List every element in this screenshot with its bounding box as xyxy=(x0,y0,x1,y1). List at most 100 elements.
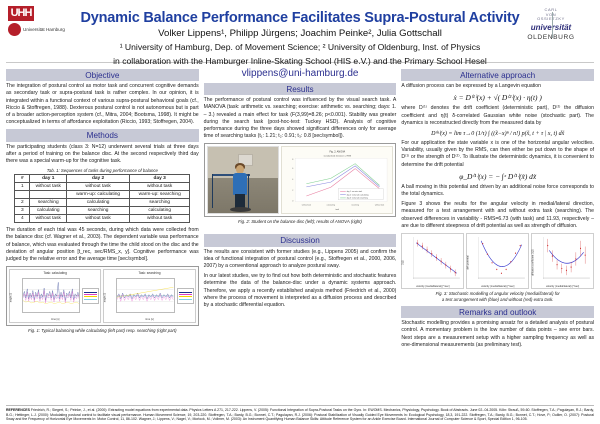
svg-text:day 1: no extra task: day 1: no extra task xyxy=(346,190,361,193)
table-cell: calculating xyxy=(66,198,131,208)
figure-1-left-xlabel: time [s] xyxy=(50,318,60,322)
table1-caption: Tab. 1: Sequences of tasks during perfor… xyxy=(46,168,158,174)
figure-1-right-ylabel: angle [°] xyxy=(103,292,107,303)
methods-text-2: The duration of each trial was 45 second… xyxy=(6,227,199,263)
poster-columns: Objective The integration of postural co… xyxy=(6,63,595,352)
oldenburg-logo: CARL VON OSSIETZKY universität OLDENBURG xyxy=(509,7,593,48)
oldenburg-logo-line2: VON xyxy=(545,11,557,17)
uhh-logo: UHH Universität Hamburg xyxy=(8,6,65,46)
page-title: Dynamic Balance Performance Facilitates … xyxy=(80,10,520,26)
table-cell: without task xyxy=(29,214,68,224)
alternative-text-3: A ball moving in this potential and driv… xyxy=(401,183,595,198)
svg-text:day 3: extra task searching: day 3: extra task searching xyxy=(346,197,367,200)
table-cell: without task xyxy=(66,182,131,192)
table-cell: without task xyxy=(129,182,191,192)
svg-text:searching: searching xyxy=(351,205,359,207)
table-cell xyxy=(14,190,31,200)
table-cell: calculating xyxy=(29,206,68,216)
table-cell: without task xyxy=(66,214,131,224)
figure-2-chart: Fig. 2: ANOVA standardized deviation x, … xyxy=(280,146,394,215)
figure-3-plot-3-ylabel: diffusion coefficient D(2) xyxy=(531,249,535,276)
table-col-header: day 2 xyxy=(66,174,131,184)
section-heading-discussion: Discussion xyxy=(203,234,397,247)
table-cell: searching xyxy=(66,206,131,216)
logo-divider xyxy=(552,12,553,38)
figure-3-plot-3-xlabel: velocity (medial/lateral) [°/sec] xyxy=(545,284,580,288)
table-col-header: day 1 xyxy=(29,174,68,184)
figure-2-photo xyxy=(206,146,279,215)
figure-3: D(1) xyxy=(401,233,595,290)
figure-2: Fig. 2: ANOVA standardized deviation x, … xyxy=(203,143,397,218)
references-block: REFERENCES Friedrich, R.; Siegert, S.; P… xyxy=(6,405,594,422)
uhh-logo-mark: UHH xyxy=(8,6,34,21)
svg-text:calculating: calculating xyxy=(326,204,334,207)
figure-1-caption: Fig. 1: Typical balancing while calculat… xyxy=(28,328,177,334)
figure-3-caption-line-2: a test arrangement with (blue) and witho… xyxy=(441,297,554,303)
table-cell: 2 xyxy=(14,198,31,208)
contact-email[interactable]: vlippens@uni-hamburg.de xyxy=(241,68,359,79)
column-right: Alternative approach A diffusion process… xyxy=(401,66,595,352)
table-cell: without task xyxy=(129,214,191,224)
uhh-seal-icon xyxy=(8,23,21,36)
table-row: warm-up: calculating warm-up: searching xyxy=(14,190,191,200)
equation-kramers-moyal: D⁽ⁿ⁾(x) = lim τ→0 (1/τ) ∫ ((x̃−x)ⁿ / n!)… xyxy=(431,131,565,137)
section-heading-objective: Objective xyxy=(6,69,199,82)
table-header-row: # day 1 day 2 day 3 xyxy=(14,174,191,184)
figure-1-right-xlabel: time [s] xyxy=(145,318,154,322)
figure-1-right-plot: Task: searching angle [°] xyxy=(103,269,196,324)
results-text: The performance of postural control was … xyxy=(203,97,397,140)
oldenburg-logo-line3: OSSIETZKY xyxy=(537,16,565,22)
equation-drift-potential: φ_D⁽¹⁾(x) = − ∫ˣ D⁽¹⁾(x̃) dx̃ xyxy=(459,171,537,181)
svg-text:day 2: extra task calculating: day 2: extra task calculating xyxy=(346,194,368,197)
equation-langevin: ẋ = D⁽¹⁾(x) + √( D⁽²⁾(x) · η(t) ) xyxy=(453,93,542,103)
figure-1-right-plotarea xyxy=(116,278,175,314)
oldenburg-logo-line1: CARL xyxy=(544,7,558,12)
oldenburg-logo-main: universität OLDENBURG xyxy=(527,22,575,41)
table-cell: calculating xyxy=(129,206,191,216)
poster-header: UHH Universität Hamburg CARL VON OSSIETZ… xyxy=(6,4,594,66)
remarks-text: Stochastic modelling provides a promisin… xyxy=(401,320,595,348)
table-cell: searching xyxy=(29,198,68,208)
affiliation-line-2: in collaboration with the Hamburger Inli… xyxy=(113,56,487,66)
figure-3-caption-line-1: Fig. 3: Stochastic modelling of angular … xyxy=(435,291,560,297)
figure-3-plot-2-xlabel: velocity (medial/lateral) [°/sec] xyxy=(481,284,515,288)
table-cell: 3 xyxy=(14,206,31,216)
column-left: Objective The integration of postural co… xyxy=(6,66,199,352)
alternative-intro: A diffusion process can be expressed by … xyxy=(401,83,541,90)
figure-1: Task: calculating angle [°] xyxy=(6,266,199,327)
figure-1-left-legend xyxy=(82,288,100,305)
svg-text:Fig. 2: ANOVA: Fig. 2: ANOVA xyxy=(329,151,345,154)
discussion-text-2: In our latest studies, we try to find ou… xyxy=(203,273,397,309)
methods-text: The participating students (class 3: N=1… xyxy=(6,143,199,164)
figure-1-left-title: Task: calculating xyxy=(43,271,67,276)
alternative-text-2: For our application the state variable x… xyxy=(401,140,595,168)
discussion-text: The results are consistent with former s… xyxy=(203,248,397,269)
table-col-header: # xyxy=(14,174,31,184)
svg-text:4: 4 xyxy=(292,179,293,181)
author-list: Volker Lippens¹, Philipp Jürgens; Joachi… xyxy=(158,28,442,39)
table-sequences: # day 1 day 2 day 3 1 without task witho… xyxy=(14,174,191,224)
figure-1-left-plotarea xyxy=(22,278,81,314)
table-cell xyxy=(29,190,68,200)
figure-3-plot-1-ylabel: D(1) xyxy=(401,260,405,265)
figure-1-right-title: Task: searching xyxy=(138,271,161,276)
figure-3-plot-1-xlabel: velocity (medial/lateral) [°/sec] xyxy=(416,284,450,288)
references-label: REFERENCES xyxy=(6,408,30,413)
figure-3-plot-2-ylabel: drift potential xyxy=(466,255,470,270)
table-cell: 1 xyxy=(14,182,31,192)
alternative-text: where D⁽¹⁾ denotes the drift coefficient… xyxy=(401,105,595,126)
section-heading-methods: Methods xyxy=(6,129,199,142)
svg-text:standardized deviation x, RMS: standardized deviation x, RMS xyxy=(323,155,351,158)
svg-text:0: 0 xyxy=(292,201,293,203)
objective-text: The integration of postural control as m… xyxy=(6,83,199,126)
table-cell: 4 xyxy=(14,214,31,224)
table-cell: searching xyxy=(129,198,191,208)
affiliation-line-1: ¹ University of Hamburg, Dep. of Movemen… xyxy=(119,42,481,52)
svg-text:without task: without task xyxy=(301,204,310,207)
figure-1-left-plot: Task: calculating angle [°] xyxy=(9,269,102,324)
photo-child xyxy=(235,165,244,175)
table-cell: without task xyxy=(29,182,68,192)
table-col-header: day 3 xyxy=(129,174,191,184)
references-text: Friedrich, R.; Siegert, S.; Peinke, J., … xyxy=(6,408,594,422)
